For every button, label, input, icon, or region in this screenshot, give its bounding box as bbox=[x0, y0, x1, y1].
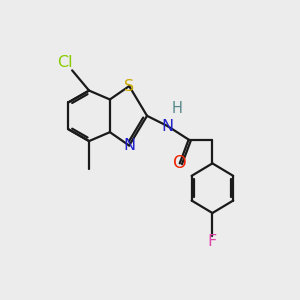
Text: H: H bbox=[171, 101, 182, 116]
Text: Cl: Cl bbox=[57, 56, 73, 70]
Text: O: O bbox=[173, 154, 187, 172]
Text: N: N bbox=[123, 138, 135, 153]
Text: S: S bbox=[124, 79, 134, 94]
Text: N: N bbox=[162, 119, 174, 134]
Text: F: F bbox=[208, 234, 217, 249]
